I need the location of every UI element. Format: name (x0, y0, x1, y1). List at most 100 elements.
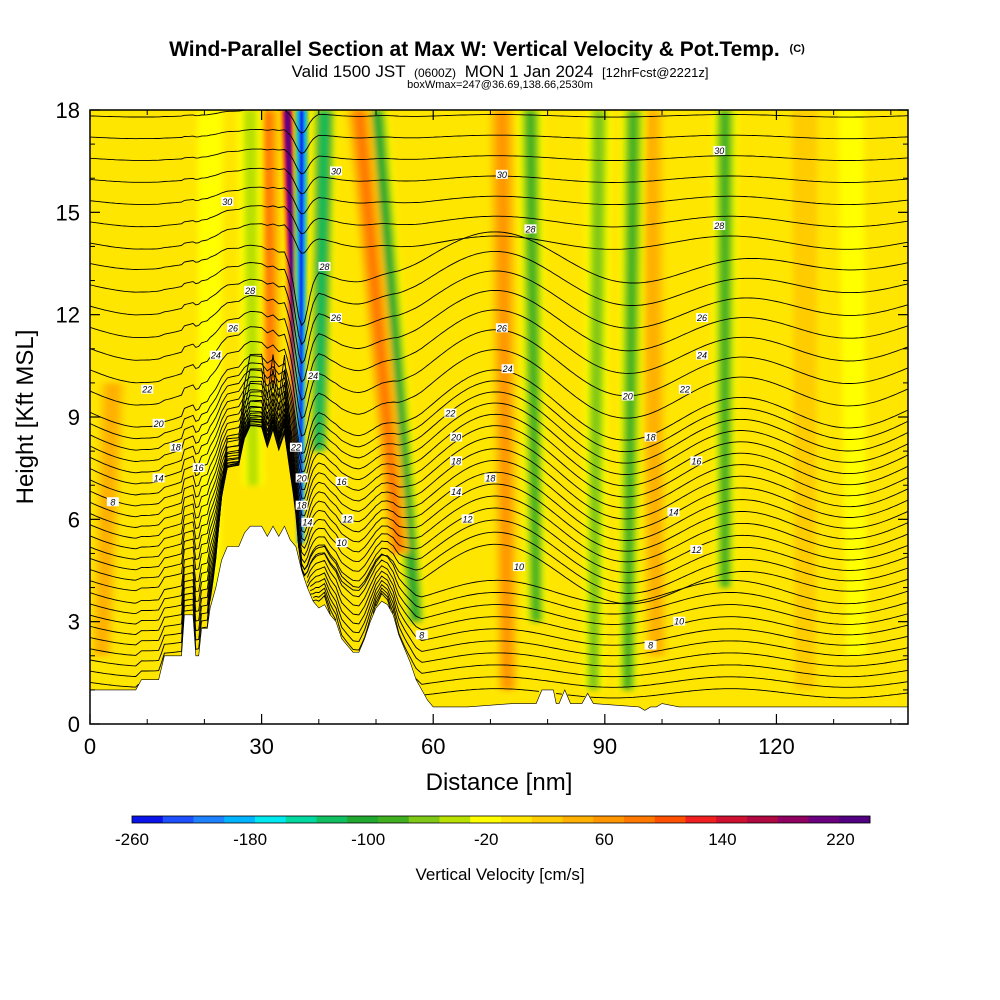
contour-label: 18 (484, 473, 497, 483)
theta-contour-11 (90, 424, 908, 594)
contour-label: 26 (696, 313, 709, 323)
colorbar-swatch (193, 816, 225, 823)
contour-label-text: 28 (524, 224, 535, 234)
theta-contour-33 (90, 223, 908, 254)
colorbar-swatch (777, 816, 809, 823)
contour-label-text: 26 (496, 323, 507, 333)
x-axis-label: Distance [nm] (426, 769, 573, 796)
contour-label: 26 (496, 323, 508, 333)
theta-contour-6 (90, 412, 908, 636)
subtitle-forecast: [12hrFcst@2221z] (602, 65, 708, 80)
contour-label-text: 20 (153, 419, 164, 429)
contour-label-text: 24 (307, 371, 318, 381)
x-tick-label: 90 (593, 734, 617, 759)
contour-label: 22 (679, 384, 691, 395)
contour-label-text: 16 (691, 456, 701, 466)
velocity-band-2-3 (263, 110, 274, 383)
contour-label-text: 30 (331, 166, 341, 176)
colorbar-swatch (132, 816, 164, 823)
contour-label: 14 (450, 487, 463, 497)
theta-contour-7 (90, 416, 908, 625)
theta-contour-0 (209, 353, 908, 699)
contour-label: 16 (335, 476, 348, 487)
colorbar-swatch (716, 816, 748, 823)
contour-label-text: 28 (713, 221, 724, 231)
contour-label-text: 26 (696, 313, 707, 323)
contour-label-text: 22 (444, 409, 455, 419)
theta-contour-39 (90, 110, 908, 134)
contour-label-text: 12 (342, 514, 352, 524)
contour-label: 30 (329, 166, 342, 176)
contour-label-text: 18 (646, 432, 656, 442)
contour-labels: 30 30 30 30 28 28 28 28 26 26 26 26 24 24 24 24 22 22 22 22… (106, 145, 726, 651)
contour-label-text: 20 (450, 432, 461, 442)
subtitle-date: MON 1 Jan 2024 (465, 62, 594, 81)
contour-label: 10 (513, 562, 526, 572)
y-tick-label: 18 (56, 98, 80, 123)
contour-label: 20 (296, 473, 308, 483)
y-tick-label: 3 (68, 610, 80, 635)
contour-label-text: 30 (222, 197, 232, 207)
contour-label-text: 30 (497, 170, 507, 180)
x-tick-label: 60 (421, 734, 445, 759)
contour-label-text: 24 (696, 351, 707, 361)
contour-label: 22 (290, 442, 302, 453)
contour-label-text: 8 (648, 641, 653, 651)
velocity-band-8-2 (589, 110, 605, 690)
plot-area: 30 30 30 30 28 28 28 28 26 26 26 26 24 24 24 24 22 22 22 22… (90, 110, 908, 724)
contour-label: 14 (667, 507, 680, 518)
contour-label: 26 (227, 323, 240, 333)
colorbar-swatch (654, 816, 686, 823)
contour-label: 14 (301, 517, 314, 528)
contour-label-text: 14 (302, 518, 312, 528)
theta-contour-14 (90, 418, 908, 563)
velocity-band-5-3 (354, 110, 403, 554)
colorbar-swatch (747, 816, 779, 823)
colorbar-tick-label: 60 (595, 830, 614, 849)
x-tick-label: 30 (249, 734, 273, 759)
theta-contour-25 (90, 355, 908, 455)
contour-label-text: 14 (451, 487, 461, 497)
contour-label: 10 (335, 538, 348, 548)
colorbar-swatch (255, 816, 287, 823)
contour-label-text: 18 (171, 443, 181, 453)
x-tick-label: 120 (758, 734, 795, 759)
contour-label-text: 8 (110, 497, 115, 507)
contour-label-text: 14 (154, 473, 164, 483)
colorbar-swatch (531, 816, 563, 823)
contour-label: 10 (673, 616, 686, 627)
colorbar-swatch (439, 816, 471, 823)
y-tick-label: 6 (68, 507, 80, 532)
contour-label: 20 (622, 391, 634, 402)
theta-contour-16 (90, 410, 908, 541)
contour-label-text: 16 (337, 477, 347, 487)
colorbar-tick-label: -180 (233, 830, 267, 849)
chart-title-main: Wind-Parallel Section at Max W: Vertical… (169, 38, 780, 61)
chart-subtitle-box: boxWmax=247@36.69,138.66,2530m (407, 79, 593, 91)
contour-label: 22 (444, 408, 457, 419)
contour-label: 14 (152, 473, 165, 483)
contour-label: 26 (330, 313, 342, 323)
colorbar-swatch (347, 816, 379, 823)
theta-contour-32 (90, 231, 908, 327)
contour-label: 8 (644, 640, 657, 651)
contour-label-text: 22 (141, 385, 152, 395)
contour-label-text: 24 (210, 351, 221, 361)
contour-label: 8 (106, 497, 119, 507)
colorbar-swatch (839, 816, 871, 823)
contour-label: 18 (169, 442, 182, 453)
contour-label: 20 (153, 418, 165, 429)
contour-label: 24 (696, 350, 709, 361)
contour-label: 28 (713, 220, 726, 231)
contour-label: 16 (192, 463, 205, 473)
colorbar-swatch (593, 816, 625, 823)
contour-label: 12 (341, 514, 354, 524)
contour-label: 12 (461, 514, 474, 524)
theta-contour-1 (90, 368, 908, 688)
theta-contour-23 (90, 369, 908, 473)
contour-label: 20 (450, 432, 463, 442)
contour-label-text: 26 (227, 323, 238, 333)
contour-label: 22 (141, 384, 154, 395)
colorbar-swatch (285, 816, 317, 823)
subtitle-zulu: (0600Z) (414, 66, 456, 80)
